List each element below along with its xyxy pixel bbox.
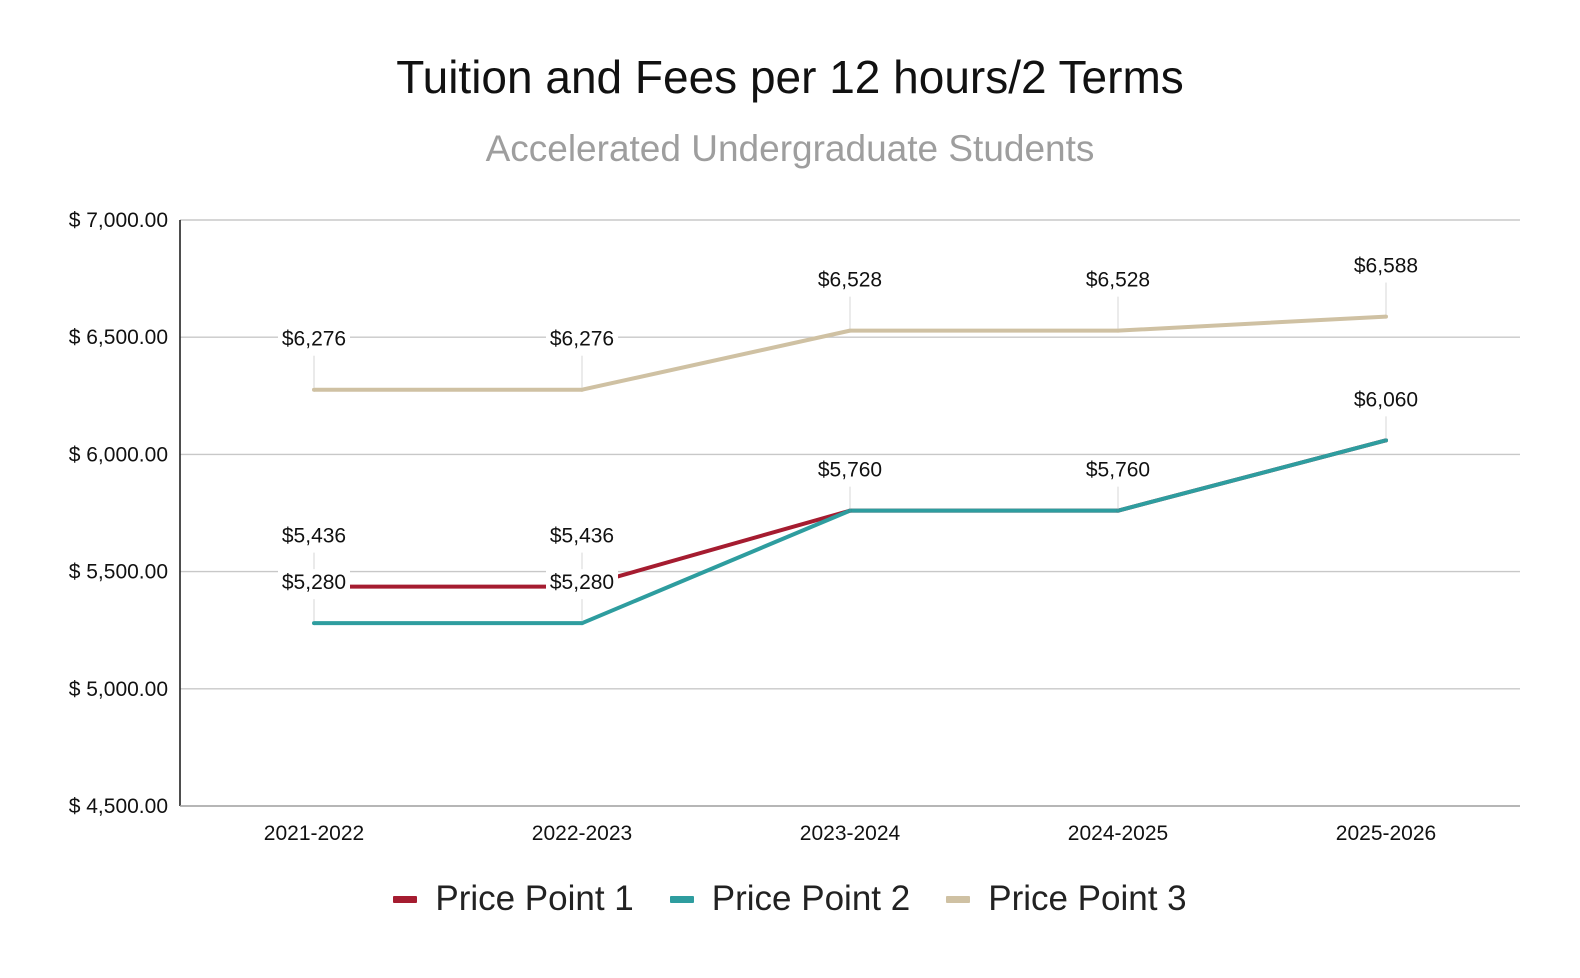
- data-label: $6,528: [1086, 269, 1150, 292]
- data-point: [580, 387, 584, 392]
- data-point: [848, 328, 852, 333]
- chart-subtitle: Accelerated Undergraduate Students: [485, 128, 1095, 169]
- y-tick-label: $ 4,500.00: [69, 795, 168, 818]
- legend-swatch: [669, 895, 694, 903]
- legend-label: Price Point 1: [435, 879, 634, 918]
- data-label-bg: [1350, 252, 1422, 279]
- data-label-bg: [546, 522, 618, 549]
- legend-swatch: [946, 895, 971, 903]
- data-label-bg: [1350, 386, 1422, 413]
- data-label: $6,060: [1354, 388, 1418, 411]
- legend-swatch: [393, 895, 418, 903]
- legend: Price Point 1 Price Point 2 Price Point 3: [0, 876, 1580, 922]
- y-tick-label: $ 5,500.00: [69, 561, 168, 584]
- data-label: $6,588: [1354, 255, 1418, 278]
- data-label: $6,276: [550, 328, 614, 351]
- data-point: [1116, 328, 1120, 333]
- data-label-bg: [278, 522, 350, 549]
- x-tick-label: 2024-2025: [1068, 822, 1168, 845]
- data-label-bg: [1082, 266, 1154, 293]
- x-tick-label: 2022-2023: [532, 822, 632, 845]
- x-tick-label: 2021-2022: [264, 822, 364, 845]
- data-label: $5,280: [282, 571, 346, 594]
- data-label-bg: [1082, 456, 1154, 483]
- data-label: $5,760: [818, 459, 882, 482]
- data-point: [1384, 438, 1388, 443]
- data-label: $5,436: [550, 525, 614, 548]
- data-label-bg: [814, 456, 886, 483]
- data-label: $6,276: [282, 328, 346, 351]
- data-label: $5,760: [1086, 459, 1150, 482]
- data-point: [848, 508, 852, 513]
- data-label-bg: [278, 569, 350, 596]
- data-label: $5,280: [550, 571, 614, 594]
- data-label-bg: [546, 325, 618, 352]
- legend-label: Price Point 2: [711, 879, 911, 918]
- chart-title: Tuition and Fees per 12 hours/2 Terms: [396, 51, 1184, 103]
- data-point: [1116, 508, 1120, 513]
- data-label: $5,436: [282, 525, 346, 548]
- data-label-bg: [546, 569, 618, 596]
- data-point: [312, 621, 316, 626]
- x-tick-label: 2023-2024: [800, 822, 901, 845]
- legend-item: Price Point 2: [669, 876, 911, 922]
- data-label-bg: [814, 266, 886, 293]
- y-tick-label: $ 6,500.00: [69, 326, 168, 349]
- legend-item: Price Point 1: [393, 876, 634, 922]
- data-point: [580, 621, 584, 626]
- data-label-bg: [278, 325, 350, 352]
- y-tick-label: $ 7,000.00: [69, 209, 168, 232]
- legend-label: Price Point 3: [988, 879, 1187, 918]
- data-label: $6,528: [818, 269, 882, 292]
- y-tick-label: $ 5,000.00: [69, 678, 168, 701]
- data-point: [1384, 314, 1388, 319]
- x-tick-label: 2025-2026: [1336, 822, 1436, 845]
- data-point: [312, 387, 316, 392]
- legend-item: Price Point 3: [946, 876, 1187, 922]
- y-tick-label: $ 6,000.00: [69, 443, 168, 466]
